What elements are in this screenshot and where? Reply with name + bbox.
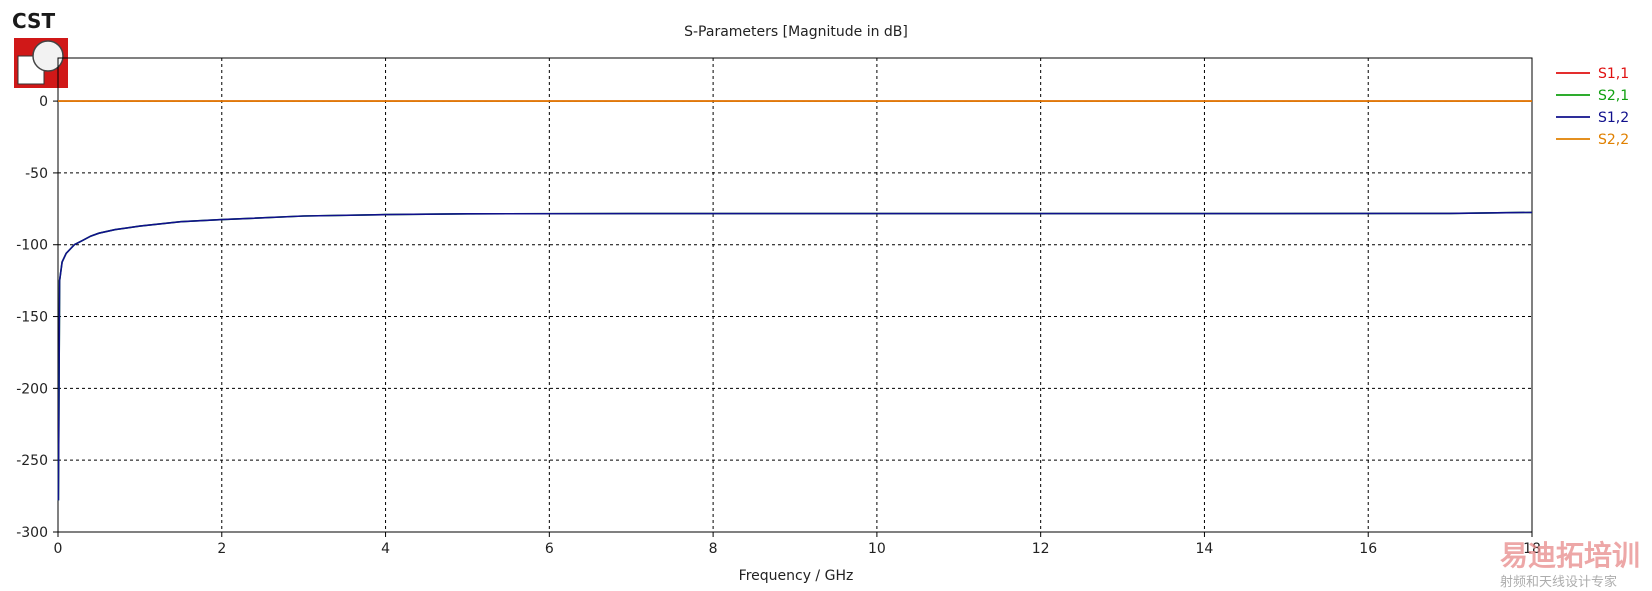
watermark-subtitle: 射频和天线设计专家 [1500, 574, 1617, 590]
y-tick-label: -200 [16, 381, 48, 397]
grid [58, 58, 1532, 532]
legend-label: S1,2 [1598, 110, 1629, 126]
watermark-title: 易迪拓培训 [1500, 539, 1640, 572]
series-lines [57, 100, 1533, 501]
x-tick-label: 0 [54, 541, 63, 557]
legend: S1,1 S2,1 S1,2 S2,2 [1556, 66, 1629, 148]
x-tick-label: 16 [1359, 541, 1377, 557]
y-tick-label: 0 [39, 94, 48, 110]
y-tick-label: -100 [16, 238, 48, 254]
x-tick-label: 4 [381, 541, 390, 557]
y-tick-label: -250 [16, 453, 48, 469]
x-axis: 0 2 4 6 8 10 12 14 16 18 [54, 532, 1541, 557]
plot-frame [57, 57, 1533, 533]
cst-logo: CST [12, 9, 68, 88]
plot-area: 0 2 4 6 8 10 12 14 16 18 0 -50 -100 -150 -200 -250 -300 [16, 57, 1541, 557]
x-tick-label: 8 [709, 541, 718, 557]
legend-label: S2,1 [1598, 88, 1629, 104]
x-tick-label: 18 [1523, 541, 1541, 557]
logo-sphere-icon [32, 40, 64, 72]
x-axis-label: Frequency / GHz [739, 568, 854, 584]
x-tick-label: 12 [1032, 541, 1050, 557]
y-tick-label: -50 [25, 166, 48, 182]
x-tick-label: 6 [545, 541, 554, 557]
series-line-S2-1 [57, 211, 1533, 501]
chart-title: S-Parameters [Magnitude in dB] [684, 24, 908, 40]
series-line-S1-2 [57, 211, 1533, 501]
y-tick-label: -150 [16, 310, 48, 326]
legend-label: S1,1 [1598, 66, 1629, 82]
y-axis: 0 -50 -100 -150 -200 -250 -300 [16, 94, 58, 541]
x-tick-label: 14 [1196, 541, 1214, 557]
watermark: 易迪拓培训 射频和天线设计专家 [1500, 539, 1640, 590]
legend-label: S2,2 [1598, 132, 1629, 148]
x-tick-label: 2 [217, 541, 226, 557]
x-tick-label: 10 [868, 541, 886, 557]
y-tick-label: -300 [16, 525, 48, 541]
logo-text: CST [12, 9, 55, 33]
